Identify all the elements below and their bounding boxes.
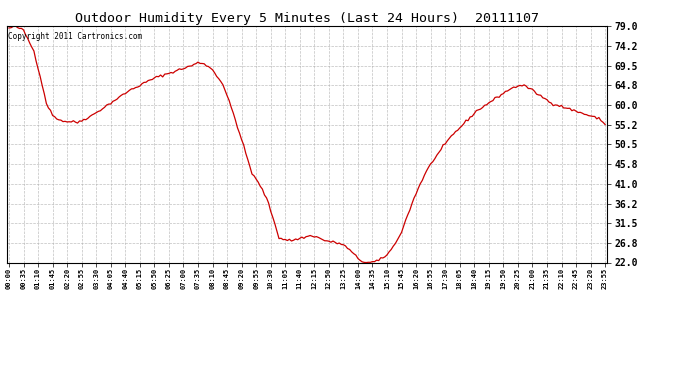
Title: Outdoor Humidity Every 5 Minutes (Last 24 Hours)  20111107: Outdoor Humidity Every 5 Minutes (Last 2… <box>75 12 539 25</box>
Text: Copyright 2011 Cartronics.com: Copyright 2011 Cartronics.com <box>8 32 142 41</box>
